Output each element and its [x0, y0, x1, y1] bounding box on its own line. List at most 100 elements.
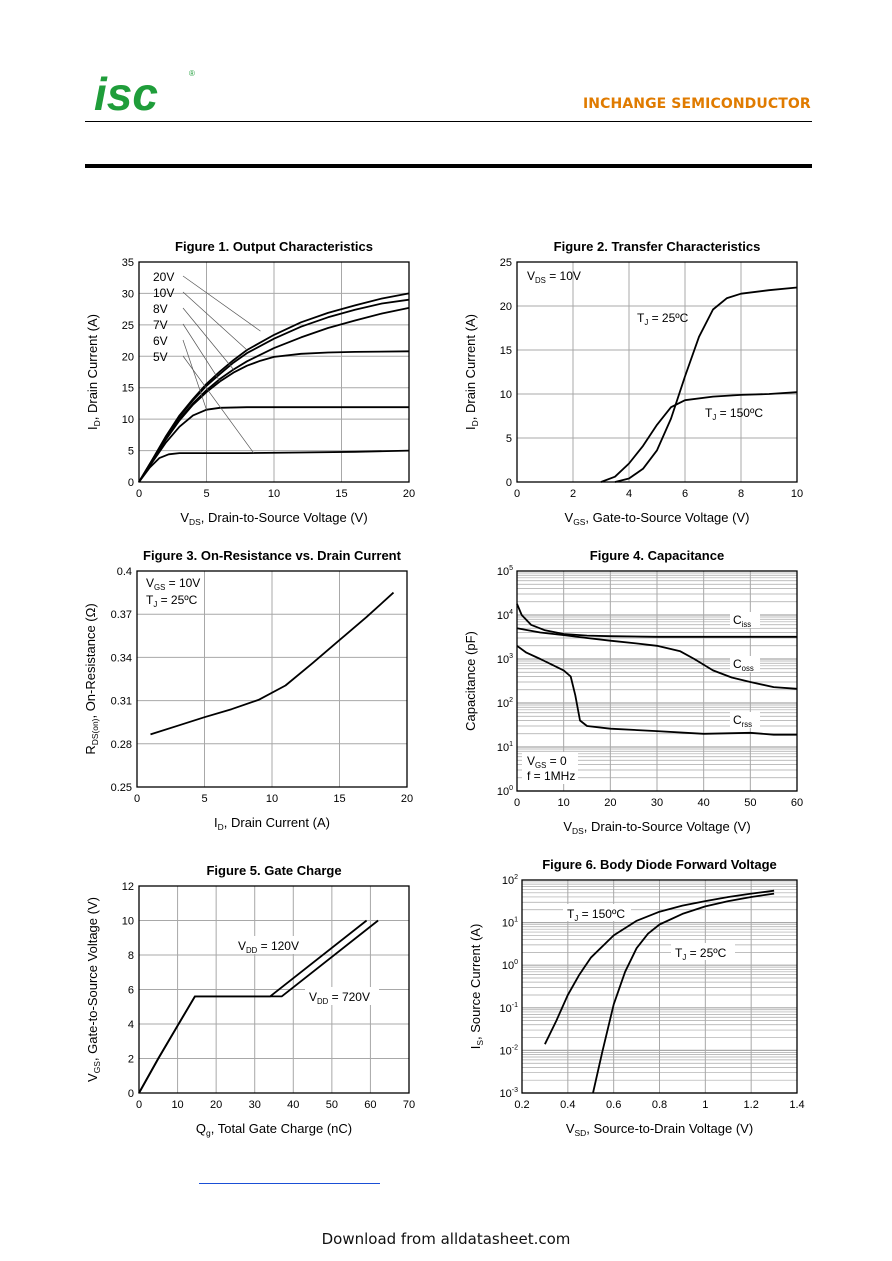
y-tick-label: 35	[122, 257, 134, 269]
y-tick-label: 105	[497, 565, 513, 578]
x-tick-label: 0.2	[514, 1099, 529, 1111]
series-label: Coss	[733, 657, 754, 673]
series-label: TJ = 25ºC	[637, 311, 689, 327]
x-tick-label: 20	[604, 797, 616, 809]
series-line-V_DD = 720V	[138, 919, 379, 1094]
chart-title: Figure 6. Body Diode Forward Voltage	[542, 857, 777, 872]
annotation-vds: VDS = 10V	[527, 269, 581, 285]
x-tick-label: 10	[266, 793, 278, 805]
x-tick-label: 0.4	[560, 1099, 575, 1111]
legend-label: 10V	[153, 286, 174, 300]
x-tick-label: 50	[744, 797, 756, 809]
y-tick-label: 10	[500, 389, 512, 401]
y-tick-label: 0.34	[111, 652, 132, 664]
svg-text:®: ®	[189, 69, 195, 78]
series-line-7V	[138, 350, 410, 483]
x-axis-label: VSD, Source-to-Drain Voltage (V)	[566, 1121, 753, 1138]
y-tick-label: 0.28	[111, 739, 132, 751]
plot-frame	[138, 885, 410, 1094]
x-tick-label: 0	[136, 1099, 142, 1111]
y-tick-label: 100	[502, 959, 518, 972]
x-tick-label: 10	[171, 1099, 183, 1111]
y-tick-label: 20	[122, 351, 134, 363]
legend-leader	[182, 323, 221, 382]
y-tick-label: 10	[122, 916, 134, 928]
chart-title: Figure 4. Capacitance	[590, 548, 724, 563]
label-bg	[671, 943, 735, 960]
y-tick-label: 25	[500, 257, 512, 269]
label-bg	[305, 987, 379, 1005]
y-tick-label: 20	[500, 301, 512, 313]
y-tick-label: 2	[128, 1054, 134, 1066]
footer-link-underline[interactable]	[199, 1183, 380, 1184]
y-tick-label: 0	[128, 1088, 134, 1100]
x-tick-label: 50	[326, 1099, 338, 1111]
chart-fig5: Figure 5. Gate Charge 0 10 20 30 40 50 60 70 0 2 4 6…	[85, 863, 415, 1138]
footer-download-text: Download from alldatasheet.com	[321, 1230, 571, 1248]
x-tick-label: 0.6	[606, 1099, 621, 1111]
x-tick-label: 30	[651, 797, 663, 809]
y-tick-label: 10-2	[500, 1044, 519, 1057]
x-tick-label: 60	[791, 797, 803, 809]
y-tick-label: 100	[497, 785, 513, 798]
chart-title: Figure 1. Output Characteristics	[175, 239, 373, 254]
series-label: Ciss	[733, 613, 751, 629]
chart-title: Figure 5. Gate Charge	[206, 863, 341, 878]
series-line-R_DS(on)	[150, 591, 395, 736]
x-tick-label: 60	[364, 1099, 376, 1111]
x-tick-label: 40	[287, 1099, 299, 1111]
y-axis-label: Capacitance (pF)	[463, 631, 478, 731]
label-bg	[563, 904, 631, 921]
legend-label: 8V	[153, 302, 168, 316]
x-axis-label: Qg, Total Gate Charge (nC)	[196, 1121, 352, 1138]
y-tick-label: 0.4	[117, 566, 132, 578]
x-tick-label: 1	[702, 1099, 708, 1111]
y-tick-label: 5	[506, 433, 512, 445]
y-tick-label: 10-3	[500, 1087, 519, 1100]
label-bg	[730, 712, 760, 728]
series-label: TJ = 150ºC	[567, 907, 625, 923]
y-tick-label: 102	[502, 874, 518, 887]
x-tick-label: 30	[249, 1099, 261, 1111]
x-axis-label: VDS, Drain-to-Source Voltage (V)	[563, 819, 750, 836]
annotation-vgs: VGS = 10V	[146, 576, 200, 592]
series-line-T_J = 150ºC	[600, 391, 798, 483]
legend-label: 6V	[153, 334, 168, 348]
plot-frame	[138, 261, 410, 483]
isc-logo: isc ®	[94, 68, 195, 116]
annotation-vgs: VGS = 0	[527, 754, 567, 770]
y-tick-label: 0	[128, 477, 134, 489]
x-axis-label: VDS, Drain-to-Source Voltage (V)	[180, 510, 367, 527]
legend-label: 5V	[153, 350, 168, 364]
series-line-10V	[138, 298, 410, 483]
y-tick-label: 15	[500, 345, 512, 357]
chart-title: Figure 2. Transfer Characteristics	[554, 239, 761, 254]
x-tick-label: 6	[682, 488, 688, 500]
series-line-Crss	[516, 645, 797, 736]
y-tick-label: 6	[128, 985, 134, 997]
legend-leader	[182, 307, 234, 370]
x-axis-label: ID, Drain Current (A)	[214, 815, 330, 832]
annotation-tj: TJ = 25ºC	[146, 593, 198, 609]
series-label: TJ = 25ºC	[675, 946, 727, 962]
series-line-T_J = 150ºC	[544, 889, 775, 1045]
y-tick-label: 30	[122, 288, 134, 300]
x-tick-label: 2	[570, 488, 576, 500]
y-tick-label: 0	[506, 477, 512, 489]
y-axis-label: IS, Source Current (A)	[468, 924, 485, 1050]
series-line-5V	[138, 449, 410, 483]
label-bg	[234, 936, 306, 954]
y-tick-label: 101	[497, 741, 513, 754]
series-line-Coss	[516, 627, 798, 690]
chart-fig3: Figure 3. On-Resistance vs. Drain Curren…	[83, 548, 413, 832]
y-tick-label: 104	[497, 609, 513, 622]
y-tick-label: 4	[128, 1019, 134, 1031]
chart-fig2: Figure 2. Transfer Characteristics 0 2 4 6 8 1…	[463, 239, 803, 527]
y-axis-label: ID, Drain Current (A)	[463, 314, 480, 430]
y-tick-label: 10	[122, 414, 134, 426]
x-tick-label: 0	[134, 793, 140, 805]
x-tick-label: 0	[136, 488, 142, 500]
x-tick-label: 70	[403, 1099, 415, 1111]
y-tick-label: 103	[497, 653, 513, 666]
